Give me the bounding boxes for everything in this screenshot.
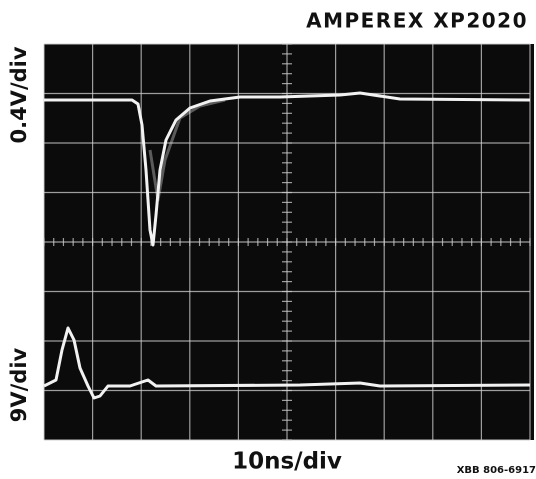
figure-title: AMPEREX XP2020	[306, 9, 528, 33]
upper-trace	[44, 91, 531, 247]
lower-scale-label: 9V/div	[7, 347, 31, 422]
time-scale-label: 10ns/div	[232, 449, 342, 475]
graticule	[43, 43, 531, 441]
upper-scale-label: 0.4V/div	[7, 46, 31, 143]
upper-trace-scatter	[148, 98, 226, 202]
figure-code: XBB 806-6917	[457, 465, 536, 476]
lower-trace	[43, 326, 531, 400]
